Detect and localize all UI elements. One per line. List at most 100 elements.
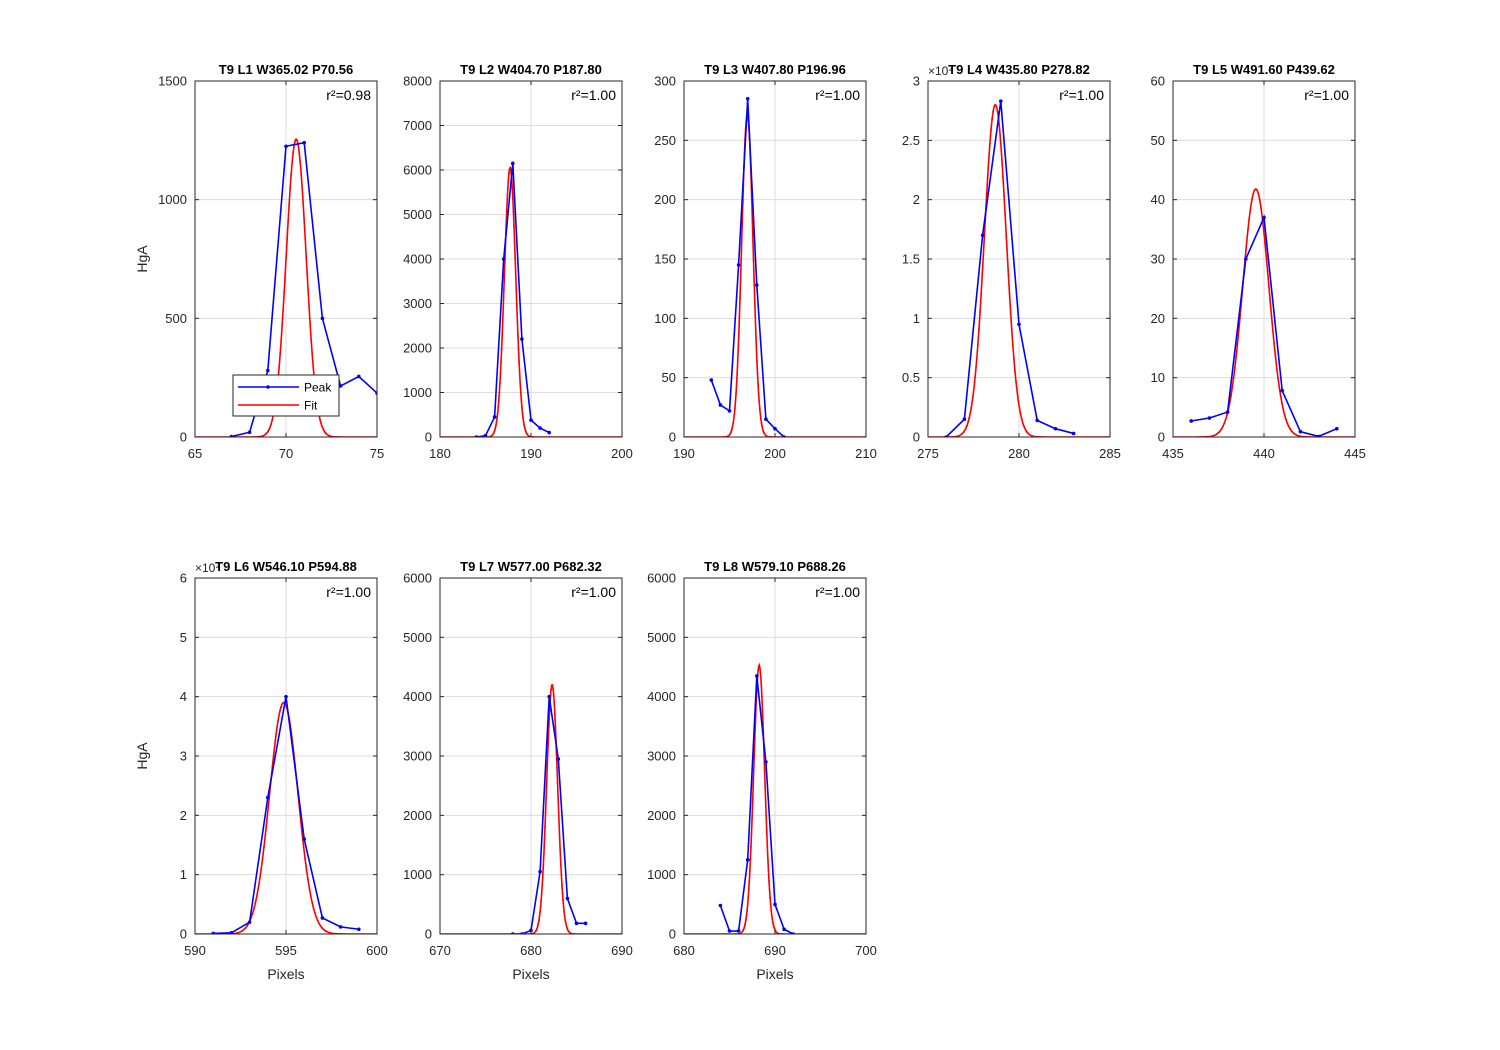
fit-point xyxy=(1218,431,1221,433)
fit-point xyxy=(752,259,755,262)
fit-point xyxy=(766,845,769,848)
fit-point xyxy=(275,728,278,731)
peak-point xyxy=(727,409,732,413)
fit-point xyxy=(758,400,761,403)
fit-point xyxy=(1237,329,1240,332)
peak-point xyxy=(247,920,252,924)
y-tick-label: 1 xyxy=(180,867,187,882)
y-tick-label: 4000 xyxy=(403,252,432,267)
y-tick-label: 50 xyxy=(662,370,676,385)
fit-point xyxy=(519,382,522,385)
fit-point xyxy=(759,413,762,415)
fit-point xyxy=(314,912,316,915)
peak-point xyxy=(320,316,325,321)
fit-point xyxy=(769,903,772,906)
fit-point xyxy=(243,928,245,931)
y-tick-label: 100 xyxy=(654,311,676,326)
fit-point xyxy=(309,324,312,327)
fit-point xyxy=(999,142,1002,145)
fit-point xyxy=(971,399,974,402)
fit-point xyxy=(1019,412,1022,415)
fit-point xyxy=(756,372,759,375)
fit-point xyxy=(760,695,763,698)
fit-point xyxy=(987,158,990,161)
fit-point xyxy=(752,770,755,772)
fit-point xyxy=(994,103,997,106)
subplot-title: T9 L4 W435.80 P278.82 xyxy=(948,62,1090,77)
fit-point xyxy=(771,921,774,924)
fit-point xyxy=(272,751,275,754)
peak-point xyxy=(211,931,215,934)
fit-point xyxy=(967,421,969,424)
fit-point xyxy=(511,198,514,201)
fit-point xyxy=(515,305,518,307)
fit-point xyxy=(735,392,737,395)
fit-point xyxy=(736,372,739,375)
fit-point xyxy=(986,176,989,178)
fit-point xyxy=(289,187,292,190)
fit-point xyxy=(764,802,767,805)
fit-point xyxy=(496,416,498,419)
peak-point xyxy=(709,378,714,382)
y-tick-label: 60 xyxy=(1151,74,1165,89)
fit-point xyxy=(990,129,992,132)
fit-point xyxy=(1026,431,1028,433)
fit-point xyxy=(1245,241,1248,244)
y-tick-label: 2000 xyxy=(403,808,432,823)
fit-point xyxy=(745,918,747,920)
data-layer xyxy=(684,97,866,437)
fit-point xyxy=(307,291,310,293)
peak-point xyxy=(284,694,288,699)
fit-point xyxy=(768,888,771,891)
fit-point xyxy=(537,924,539,927)
fit-point xyxy=(1281,402,1283,405)
fit-point xyxy=(296,139,299,142)
fit-point xyxy=(539,905,542,908)
legend-marker xyxy=(266,385,270,389)
peak-line xyxy=(945,101,1074,437)
y-tick-label: 3 xyxy=(180,749,187,764)
peak-point xyxy=(302,837,307,841)
fit-point xyxy=(1020,417,1023,420)
peak-point xyxy=(962,417,967,422)
fit-point xyxy=(1233,367,1236,369)
fit-point xyxy=(323,430,326,432)
r-squared-label: r²=0.98 xyxy=(326,87,371,103)
fit-point xyxy=(1256,189,1259,192)
fit-point xyxy=(508,172,510,175)
fit-point xyxy=(307,878,309,881)
peak-point xyxy=(547,430,551,435)
data-layer xyxy=(928,99,1110,437)
fit-point xyxy=(552,688,555,691)
fit-point xyxy=(1023,427,1026,430)
fit-point xyxy=(288,202,291,205)
fit-point xyxy=(761,425,763,427)
fit-point xyxy=(543,839,546,842)
fit-point xyxy=(761,427,764,430)
fit-point xyxy=(519,391,522,394)
fit-point xyxy=(507,178,510,181)
y-tick-label: 0 xyxy=(669,430,676,445)
fit-point xyxy=(737,331,740,334)
fit-point xyxy=(502,289,505,291)
fit-point xyxy=(773,926,775,928)
fit-point xyxy=(564,919,567,921)
fit-point xyxy=(763,432,766,435)
fit-point xyxy=(757,392,760,395)
peak-point xyxy=(302,140,307,145)
r-squared-label: r²=1.00 xyxy=(815,87,860,103)
fit-point xyxy=(553,703,556,705)
fit-point xyxy=(544,811,547,814)
fit-point xyxy=(536,926,539,929)
fit-point xyxy=(1260,207,1262,209)
fit-point xyxy=(513,240,516,243)
fit-point xyxy=(550,688,552,691)
peak-point xyxy=(247,430,252,435)
fit-point xyxy=(1009,311,1012,314)
fit-point xyxy=(992,110,995,113)
fit-point xyxy=(970,406,973,409)
fit-point xyxy=(497,399,500,402)
y-tick-label: 1000 xyxy=(403,385,432,400)
fit-point xyxy=(966,424,968,427)
fit-point xyxy=(736,360,739,362)
